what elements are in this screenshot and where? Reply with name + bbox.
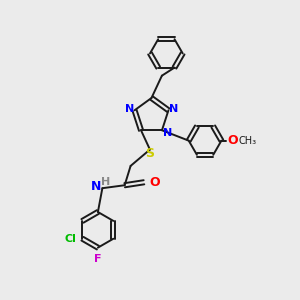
Text: CH₃: CH₃: [238, 136, 256, 146]
Text: N: N: [124, 104, 134, 114]
Text: H: H: [101, 177, 110, 187]
Text: N: N: [91, 180, 101, 193]
Text: O: O: [227, 134, 238, 147]
Text: F: F: [94, 254, 102, 264]
Text: N: N: [169, 104, 178, 114]
Text: S: S: [146, 147, 154, 160]
Text: O: O: [149, 176, 160, 189]
Text: N: N: [163, 128, 172, 138]
Text: Cl: Cl: [64, 234, 76, 244]
